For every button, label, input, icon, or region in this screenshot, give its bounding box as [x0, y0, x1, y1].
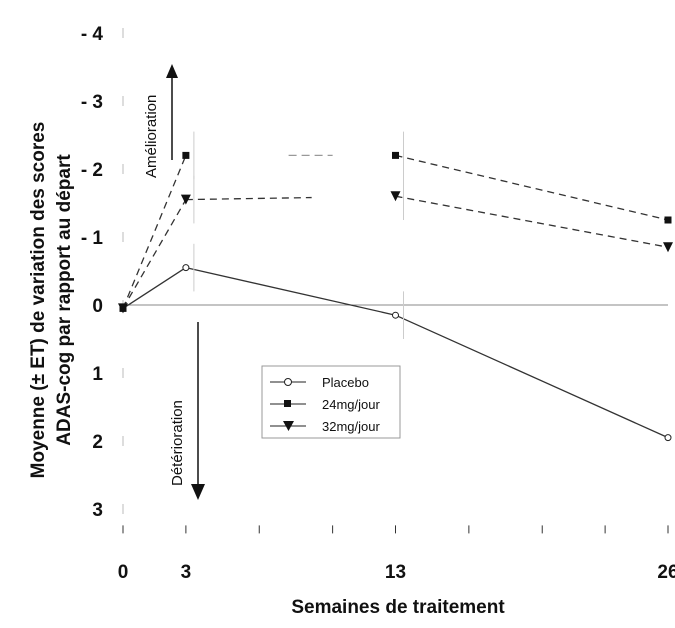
- legend-label-placebo: Placebo: [322, 375, 369, 390]
- series-square: [119, 131, 672, 312]
- y-tick-label: 3: [92, 500, 103, 521]
- series-line-segment: [122, 199, 187, 309]
- x-tick-label: 13: [385, 562, 406, 583]
- deterioration-arrowhead: [191, 484, 205, 500]
- legend-marker-placebo: [284, 378, 292, 386]
- y-tick-label: - 4: [81, 24, 104, 45]
- improvement-arrowhead: [166, 64, 178, 78]
- legend: Placebo 24mg/jour 32mg/jour: [261, 365, 401, 439]
- legend-marker-32mg: [283, 421, 294, 431]
- data-point: [392, 311, 399, 319]
- series-line-segment: [395, 195, 669, 248]
- data-point: [664, 434, 672, 442]
- x-axis-title: Semaines de traitement: [291, 597, 505, 618]
- y-axis-ticks: - 4 - 3 - 2 - 1 0 1 2 3: [81, 24, 124, 521]
- data-point: [182, 151, 190, 159]
- series-line-segment: [395, 314, 669, 439]
- y-axis-title-line1: Moyenne (± ET) de variation des scores: [28, 122, 49, 479]
- series-layer: [118, 131, 673, 442]
- data-point: [180, 194, 191, 205]
- x-tick-label: 3: [181, 562, 192, 583]
- legend-label-24mg: 24mg/jour: [322, 397, 380, 412]
- series-line-segment: [122, 267, 187, 309]
- series-line-segment: [395, 154, 669, 221]
- x-tick-label: 0: [118, 562, 129, 583]
- y-tick-label: 0: [92, 296, 103, 317]
- y-tick-label: - 2: [81, 160, 103, 181]
- y-tick-label: - 3: [81, 92, 103, 113]
- y-tick-label: - 1: [81, 228, 104, 249]
- data-point: [390, 191, 401, 202]
- y-tick-label: 2: [92, 432, 103, 453]
- improvement-label: Amélioration: [143, 95, 160, 178]
- legend-label-32mg: 32mg/jour: [322, 419, 380, 434]
- series-line-segment: [185, 266, 396, 316]
- data-point: [118, 303, 128, 314]
- y-axis-title-line2: ADAS-cog par rapport au départ: [54, 154, 75, 446]
- legend-marker-24mg: [284, 400, 291, 407]
- x-axis-ticks: 0 3 13 26: [118, 525, 675, 583]
- series-line-segment: [185, 196, 312, 201]
- data-point: [664, 216, 672, 224]
- data-point: [182, 264, 190, 272]
- data-point: [663, 242, 673, 253]
- series-triangle-down: [118, 172, 673, 314]
- deterioration-label: Détérioration: [169, 400, 186, 486]
- y-tick-label: 1: [92, 364, 103, 385]
- series-line-segment: [122, 155, 187, 309]
- data-point: [392, 151, 399, 159]
- x-tick-label: 26: [657, 562, 675, 583]
